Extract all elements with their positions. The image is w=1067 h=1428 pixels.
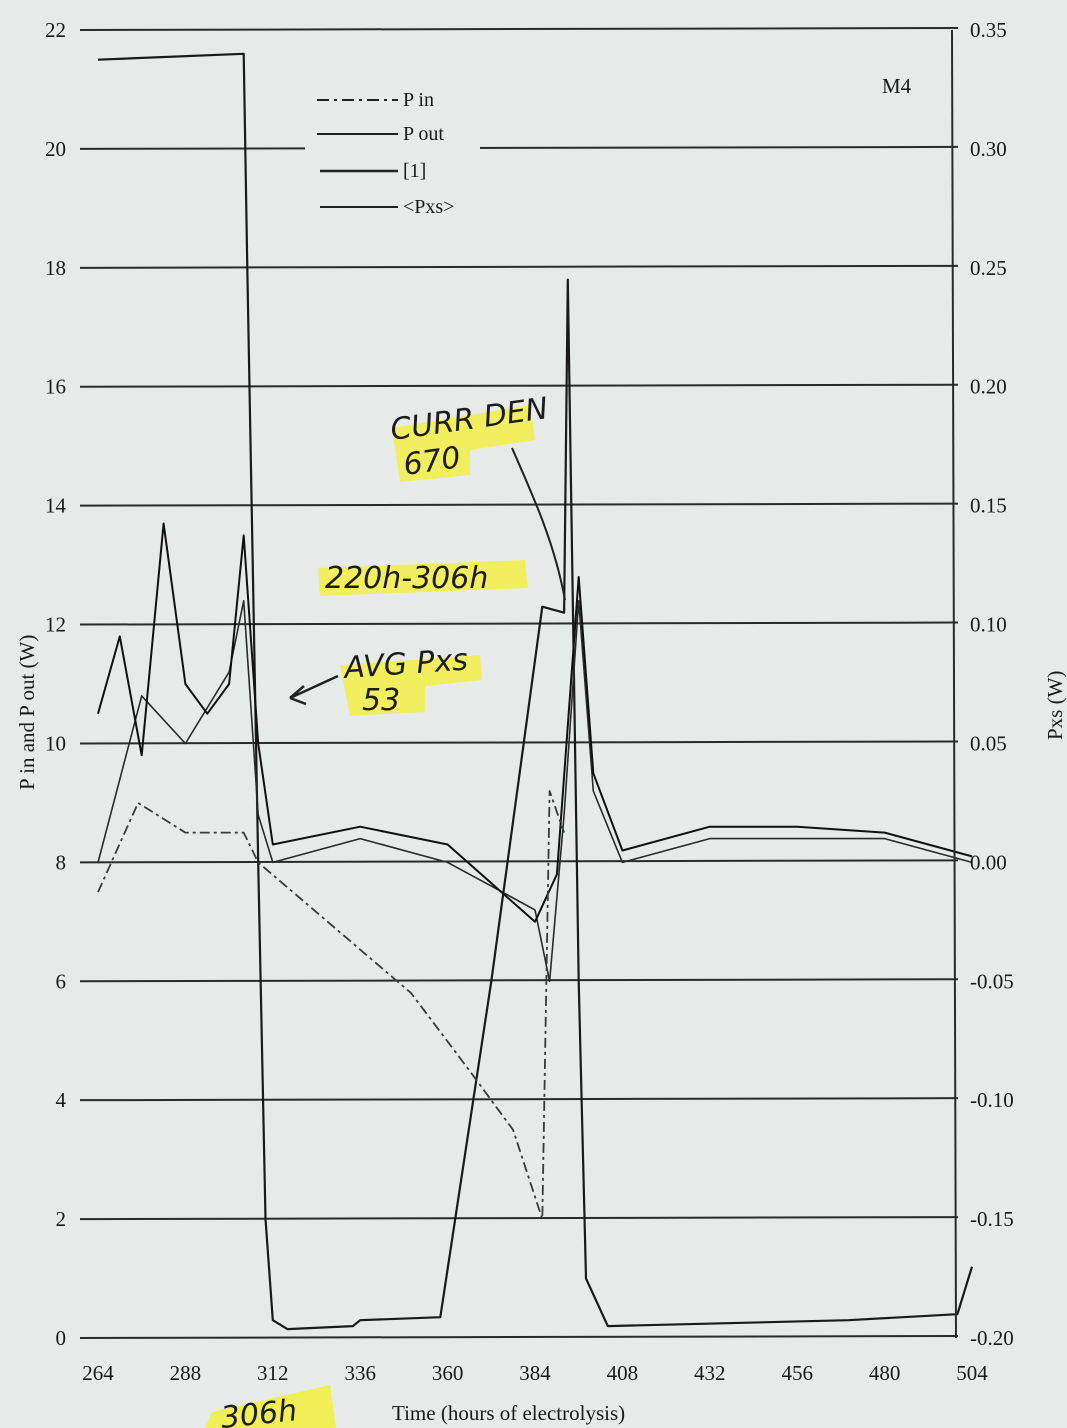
- gridline-7: [79, 502, 959, 507]
- gridline-6: [79, 621, 959, 626]
- annotation-arrow-avg-pxs: [289, 674, 339, 706]
- y-left-axis-title: P in and P out (W): [15, 635, 39, 790]
- y-right-tick-label: 0.10: [970, 613, 1007, 637]
- x-tick-label: 456: [781, 1361, 813, 1385]
- y-left-tick-label: 6: [56, 969, 67, 993]
- highlight-curr-den: [392, 405, 535, 482]
- panel-label: M4: [882, 74, 912, 98]
- y-left-tick-label: 18: [45, 256, 66, 280]
- x-tick-label: 480: [869, 1361, 901, 1385]
- series-line-0: [97, 52, 974, 1331]
- y-left-tick-label: 20: [45, 137, 66, 161]
- y-left-tick-labels: 0 2 4 6 8 10 12 14 16 18 20 22: [45, 18, 67, 1350]
- y-left-tick-label: 22: [45, 18, 66, 42]
- y-right-tick-label: 0.00: [970, 850, 1007, 874]
- y-right-tick-label: -0.20: [970, 1326, 1014, 1350]
- legend-label-p-out: P out: [403, 123, 444, 145]
- y-right-tick-label: 0.25: [970, 256, 1007, 280]
- series-line-2: [97, 522, 973, 923]
- x-tick-label: 408: [607, 1361, 639, 1385]
- legend-label-1: [1]: [403, 160, 426, 182]
- y-right-tick-labels: -0.20 -0.15 -0.10 -0.05 0.00 0.05 0.10 0.15 0.20…: [970, 18, 1014, 1350]
- y-right-tick-label: 0.15: [970, 494, 1007, 518]
- gridline-0: [79, 1335, 959, 1339]
- y-left-tick-label: 12: [45, 613, 66, 637]
- gridline-4: [79, 859, 959, 864]
- y-right-tick-label: 0.20: [970, 375, 1007, 399]
- x-tick-label: 432: [694, 1361, 726, 1385]
- annotation-text-306h: 306h: [219, 1393, 299, 1428]
- x-tick-label: 504: [956, 1361, 988, 1385]
- annotation-text-670: 670: [401, 440, 463, 483]
- y-right-tick-label: 0.35: [970, 18, 1007, 42]
- x-tick-label: 312: [257, 1361, 289, 1385]
- annotation-arrow-curr-den: [511, 447, 566, 601]
- annotation-text-time-range: 220h-306h: [325, 561, 488, 596]
- y-right-tick-label: -0.15: [970, 1207, 1014, 1231]
- series-line-3: [97, 790, 565, 1220]
- gridline-10: [79, 145, 959, 150]
- highlight-306h: [205, 1385, 336, 1428]
- gridline-5: [79, 740, 959, 745]
- annotation-time-range: 220h-306h: [318, 560, 528, 596]
- y-left-tick-label: 2: [56, 1207, 67, 1231]
- y-right-tick-label: -0.10: [970, 1088, 1014, 1112]
- gridline-9: [79, 264, 959, 269]
- x-tick-label: 360: [432, 1361, 464, 1385]
- annotation-text-53: 53: [362, 683, 400, 718]
- y-right-tick-label: 0.30: [970, 137, 1007, 161]
- y-left-tick-label: 4: [56, 1088, 67, 1112]
- gridline-2: [79, 1097, 959, 1102]
- y-left-tick-label: 14: [45, 494, 67, 518]
- legend-label-p-in: P in: [403, 89, 434, 111]
- gridline-1: [79, 1216, 959, 1221]
- y-right-tick-label: 0.05: [970, 731, 1007, 755]
- legend-background: [305, 80, 480, 220]
- annotation-avg-pxs: AVG Pxs 53: [289, 642, 482, 718]
- highlight-time-range: [318, 560, 528, 596]
- y-left-tick-label: 16: [45, 375, 66, 399]
- annotation-306h: 306h: [205, 1385, 336, 1428]
- x-tick-label: 384: [519, 1361, 551, 1385]
- right-axis-line: [951, 29, 957, 1339]
- highlight-avg-pxs: [340, 655, 482, 716]
- y-left-tick-label: 8: [56, 850, 67, 874]
- gridline-11: [79, 27, 959, 31]
- series-layer: [97, 52, 974, 1331]
- x-tick-label: 288: [170, 1361, 202, 1385]
- legend: P in P out [1] <Pxs>: [305, 80, 480, 220]
- y-left-tick-label: 0: [56, 1326, 67, 1350]
- x-tick-label: 264: [82, 1361, 114, 1385]
- legend-label-pxs: <Pxs>: [403, 196, 454, 218]
- x-tick-labels: 264 288 312 336 360 384 408 432 456 480 504: [82, 1361, 988, 1385]
- gridlines: [79, 27, 959, 1339]
- y-right-axis-title: Pxs (W): [1043, 671, 1067, 740]
- y-right-tick-label: -0.05: [970, 969, 1014, 993]
- y-left-tick-label: 10: [45, 731, 66, 755]
- gridline-8: [79, 383, 959, 388]
- x-tick-label: 336: [344, 1361, 376, 1385]
- x-axis-title: Time (hours of electrolysis): [392, 1401, 625, 1425]
- gridline-3: [79, 978, 959, 983]
